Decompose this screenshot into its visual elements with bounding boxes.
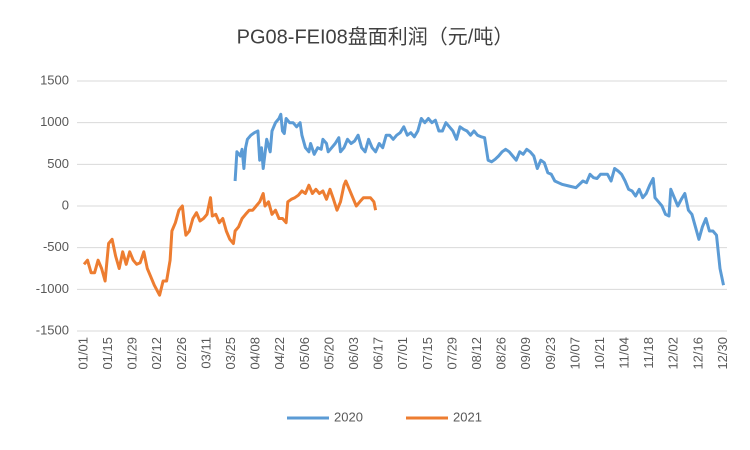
x-tick-label: 12/02 [666, 337, 681, 370]
x-tick-label: 07/01 [395, 337, 410, 370]
y-tick-label: 0 [62, 197, 69, 212]
y-tick-label: 1500 [40, 72, 69, 87]
series-line [82, 179, 378, 297]
legend-label: 2020 [334, 409, 363, 424]
x-tick-label: 01/15 [100, 337, 115, 370]
x-tick-label: 05/20 [321, 337, 336, 370]
y-tick-label: 1000 [40, 114, 69, 129]
x-tick-label: 08/26 [494, 337, 509, 370]
x-tick-label: 07/29 [444, 337, 459, 370]
x-tick-label: 12/16 [690, 337, 705, 370]
x-tick-label: 02/12 [149, 337, 164, 370]
chart-title: PG08-FEI08盘面利润（元/吨） [237, 25, 514, 48]
x-tick-label: 05/06 [297, 337, 312, 370]
x-tick-label: 02/26 [174, 337, 189, 370]
x-tick-label: 07/15 [420, 337, 435, 370]
x-tick-label: 08/12 [469, 337, 484, 370]
x-tick-label: 04/08 [248, 337, 263, 370]
x-tick-label: 03/25 [223, 337, 238, 370]
x-tick-label: 06/17 [371, 337, 386, 370]
x-tick-label: 01/29 [125, 337, 140, 370]
y-tick-label: -1500 [36, 322, 69, 337]
y-tick-label: -500 [43, 239, 69, 254]
x-tick-label: 09/09 [518, 337, 533, 370]
x-tick-label: 03/11 [198, 337, 213, 369]
x-tick-label: 11/18 [641, 337, 656, 369]
x-tick-label: 10/21 [592, 337, 607, 370]
x-tick-label: 01/01 [75, 337, 90, 370]
legend-label: 2021 [453, 409, 482, 424]
series-line [233, 112, 725, 286]
x-tick-label: 09/23 [543, 337, 558, 370]
x-tick-label: 12/30 [715, 337, 730, 370]
x-tick-label: 04/22 [272, 337, 287, 370]
x-tick-label: 06/03 [346, 337, 361, 370]
y-tick-label: -1000 [36, 281, 69, 296]
x-tick-label: 10/07 [567, 337, 582, 370]
x-tick-label: 11/04 [617, 337, 632, 369]
y-tick-label: 500 [47, 156, 69, 171]
